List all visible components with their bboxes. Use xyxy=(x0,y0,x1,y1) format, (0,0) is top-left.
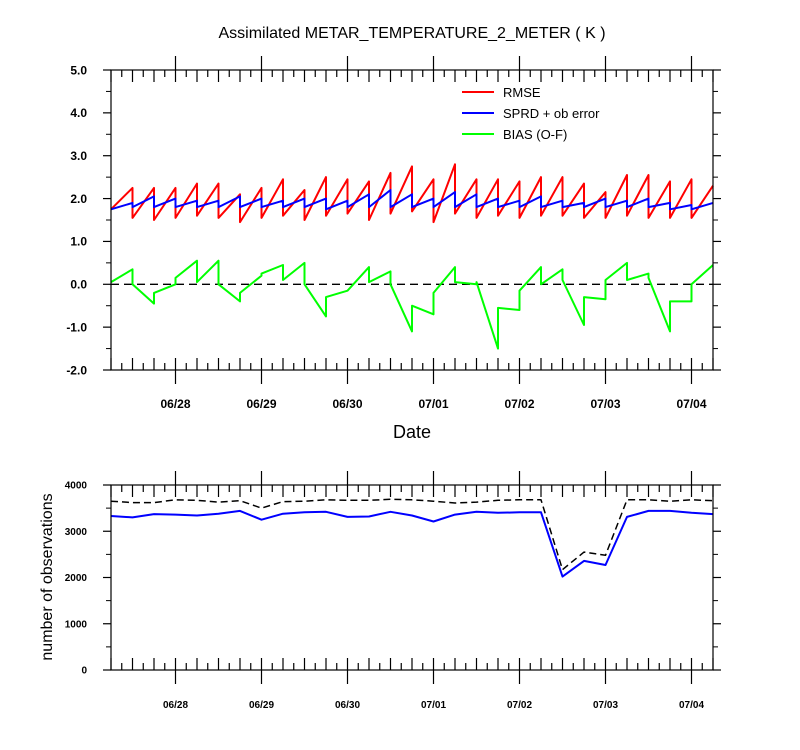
x-tick-label: 07/02 xyxy=(504,397,534,411)
x-tick-label: 07/04 xyxy=(679,700,704,711)
y-tick-label: 3.0 xyxy=(70,149,87,163)
legend-label: RMSE xyxy=(503,85,541,100)
x-tick-label: 07/01 xyxy=(418,397,448,411)
series-line-assimilated-observations xyxy=(110,509,714,578)
top-chart-panel: Assimilated METAR_TEMPERATURE_2_METER ( … xyxy=(66,25,721,442)
bottom-chart-series xyxy=(110,498,714,578)
legend-label: BIAS (O-F) xyxy=(503,127,567,142)
y-tick-label: 3000 xyxy=(65,527,88,538)
y-tick-label: -1.0 xyxy=(66,320,87,334)
chart-title: Assimilated METAR_TEMPERATURE_2_METER ( … xyxy=(218,25,605,42)
y-tick-label: 4000 xyxy=(65,481,88,492)
top-axis-ticks: 06/28 06/29 06/30 07/01 07/02 07/03 07/04 -2.0 -… xyxy=(66,56,721,411)
top-chart-series xyxy=(110,163,714,350)
series-line-bias-o-f xyxy=(110,259,714,350)
y-tick-label: 1.0 xyxy=(70,235,87,249)
x-tick-label: 06/28 xyxy=(160,397,190,411)
x-tick-label: 06/28 xyxy=(163,700,188,711)
x-tick-label: 07/03 xyxy=(590,397,620,411)
top-plot-frame xyxy=(110,69,714,371)
y-tick-label: 2.0 xyxy=(70,192,87,206)
y-tick-label: -2.0 xyxy=(66,363,87,377)
y-tick-label: 2000 xyxy=(65,573,88,584)
x-tick-label: 07/04 xyxy=(676,397,706,411)
x-tick-label: 07/01 xyxy=(421,700,446,711)
y-tick-label: 1000 xyxy=(65,619,88,630)
y-tick-label: 5.0 xyxy=(70,63,87,77)
legend: RMSE SPRD + ob error BIAS (O-F) xyxy=(462,85,600,142)
series-line-rmse xyxy=(110,163,714,224)
x-tick-label: 06/30 xyxy=(335,700,360,711)
x-tick-label: 07/02 xyxy=(507,700,532,711)
y-tick-label: 0.0 xyxy=(70,278,87,292)
bottom-chart-panel: 06/28 06/29 06/30 07/01 07/02 07/03 07/04 0 1000… xyxy=(39,471,721,711)
y-axis-label: number of observations xyxy=(39,493,56,660)
bottom-axis-ticks: 06/28 06/29 06/30 07/01 07/02 07/03 07/04 0 1000… xyxy=(65,471,721,711)
bottom-plot-frame xyxy=(110,484,714,671)
x-tick-label: 06/29 xyxy=(246,397,276,411)
x-axis-label: Date xyxy=(393,422,431,442)
y-tick-label: 4.0 xyxy=(70,106,87,120)
x-tick-label: 07/03 xyxy=(593,700,618,711)
y-tick-label: 0 xyxy=(81,666,87,677)
series-line-sprd-ob-error xyxy=(110,189,714,211)
legend-label: SPRD + ob error xyxy=(503,106,600,121)
x-tick-label: 06/29 xyxy=(249,700,274,711)
series-line-possible-observations xyxy=(110,498,714,571)
x-tick-label: 06/30 xyxy=(332,397,362,411)
